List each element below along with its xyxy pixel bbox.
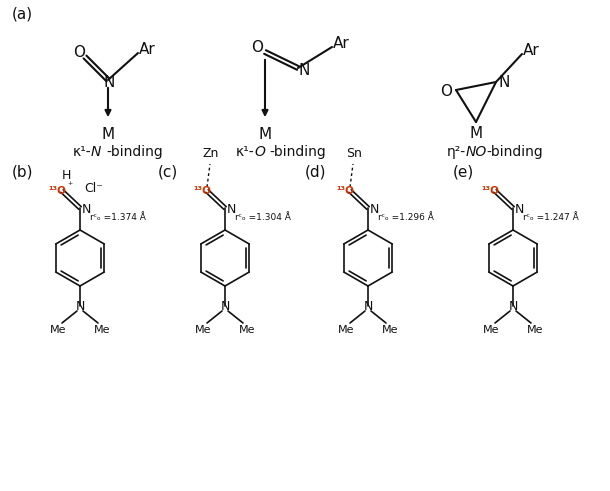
Text: Me: Me bbox=[382, 325, 398, 335]
Text: N: N bbox=[364, 300, 373, 312]
Text: Cl⁻: Cl⁻ bbox=[84, 182, 103, 194]
Text: M: M bbox=[470, 126, 483, 140]
Text: -binding: -binding bbox=[486, 145, 543, 159]
Text: Ar: Ar bbox=[332, 35, 350, 51]
Text: rᶜₒ =1.374 Å: rᶜₒ =1.374 Å bbox=[90, 213, 146, 221]
Text: rᶜₒ =1.304 Å: rᶜₒ =1.304 Å bbox=[235, 213, 291, 221]
Text: ¹³O: ¹³O bbox=[48, 186, 66, 196]
Text: Ar: Ar bbox=[523, 43, 539, 57]
Text: κ¹-: κ¹- bbox=[73, 145, 91, 159]
Text: (a): (a) bbox=[12, 6, 33, 22]
Text: N: N bbox=[81, 202, 91, 216]
Text: ¹³O: ¹³O bbox=[481, 186, 499, 196]
Text: η²-: η²- bbox=[447, 145, 466, 159]
Text: (e): (e) bbox=[453, 164, 474, 180]
Text: Me: Me bbox=[195, 325, 211, 335]
Text: Me: Me bbox=[94, 325, 110, 335]
Text: Me: Me bbox=[483, 325, 499, 335]
Text: κ¹-: κ¹- bbox=[235, 145, 254, 159]
Text: N: N bbox=[498, 75, 510, 89]
Text: Me: Me bbox=[527, 325, 544, 335]
Text: Zn: Zn bbox=[203, 146, 219, 160]
Text: N: N bbox=[298, 62, 310, 78]
Text: -binding: -binding bbox=[269, 145, 326, 159]
Text: Me: Me bbox=[239, 325, 255, 335]
Text: (b): (b) bbox=[12, 164, 34, 180]
Text: M: M bbox=[101, 127, 115, 141]
Text: (c): (c) bbox=[158, 164, 178, 180]
Text: O: O bbox=[254, 145, 265, 159]
Text: ¹³O: ¹³O bbox=[336, 186, 354, 196]
Text: rᶜₒ =1.296 Å: rᶜₒ =1.296 Å bbox=[378, 213, 434, 221]
Text: N: N bbox=[91, 145, 101, 159]
Text: M: M bbox=[259, 127, 271, 141]
Text: O: O bbox=[73, 45, 85, 59]
Text: rᶜₒ =1.247 Å: rᶜₒ =1.247 Å bbox=[523, 213, 579, 221]
Text: N: N bbox=[103, 75, 115, 89]
Text: N: N bbox=[75, 300, 85, 312]
Text: (d): (d) bbox=[305, 164, 326, 180]
Text: ⁺: ⁺ bbox=[67, 181, 73, 191]
Text: N: N bbox=[508, 300, 518, 312]
Text: Ar: Ar bbox=[138, 42, 156, 56]
Text: Sn: Sn bbox=[346, 146, 362, 160]
Text: O: O bbox=[251, 39, 263, 55]
Text: Me: Me bbox=[338, 325, 354, 335]
Text: O: O bbox=[440, 83, 452, 99]
Text: Me: Me bbox=[50, 325, 66, 335]
Text: H: H bbox=[62, 168, 71, 182]
Text: ¹³O: ¹³O bbox=[193, 186, 211, 196]
Text: N: N bbox=[220, 300, 230, 312]
Text: N: N bbox=[514, 202, 524, 216]
Text: -binding: -binding bbox=[106, 145, 163, 159]
Text: N: N bbox=[226, 202, 235, 216]
Text: N: N bbox=[369, 202, 379, 216]
Text: NO: NO bbox=[466, 145, 487, 159]
